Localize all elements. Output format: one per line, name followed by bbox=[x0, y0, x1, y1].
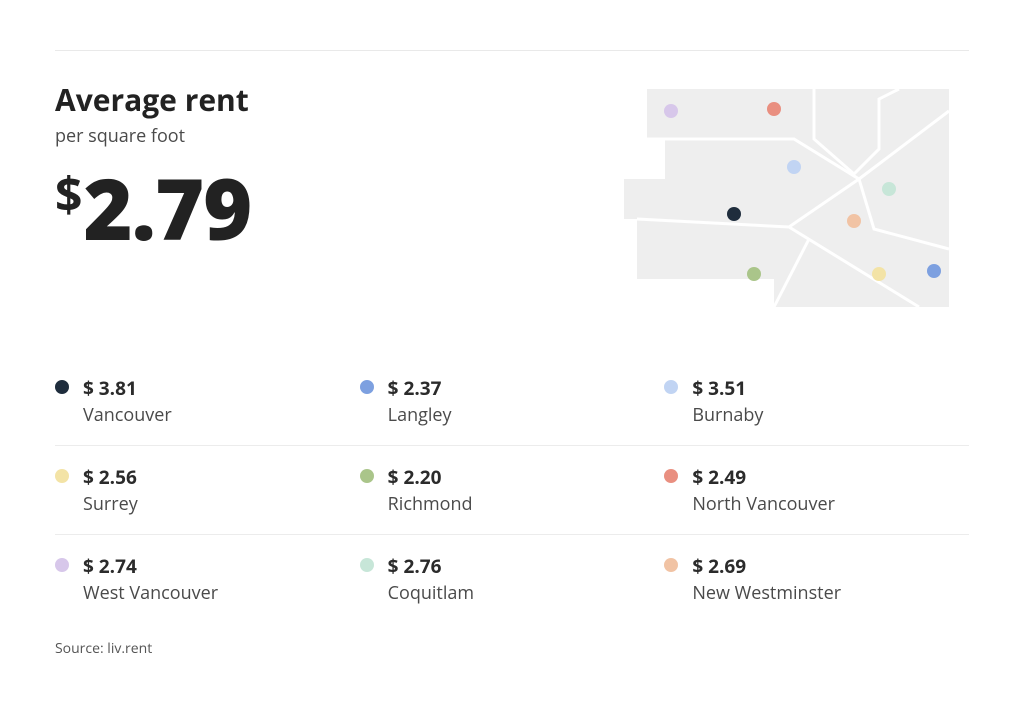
map-dot bbox=[727, 207, 741, 221]
city-price: $ 2.76 bbox=[388, 553, 474, 579]
city-dot-icon bbox=[360, 558, 374, 572]
page-title: Average rent bbox=[55, 79, 619, 120]
city-text: $ 2.69New Westminster bbox=[692, 553, 841, 605]
city-text: $ 2.74West Vancouver bbox=[83, 553, 218, 605]
city-name: Richmond bbox=[388, 492, 473, 516]
source-attribution: Source: liv.rent bbox=[55, 639, 969, 658]
city-price: $ 2.20 bbox=[388, 464, 473, 490]
city-dot-icon bbox=[360, 380, 374, 394]
city-text: $ 3.81Vancouver bbox=[83, 375, 172, 427]
city-row: $ 3.81Vancouver $ 2.37Langley $ 3.51Burnab… bbox=[55, 357, 969, 446]
city-price-grid: $ 3.81Vancouver $ 2.37Langley $ 3.51Burnab… bbox=[55, 357, 969, 623]
city-dot-icon bbox=[664, 558, 678, 572]
city-text: $ 2.20Richmond bbox=[388, 464, 473, 516]
city-price: $ 2.49 bbox=[692, 464, 835, 490]
city-dot-icon bbox=[664, 380, 678, 394]
city-cell: $ 2.56Surrey bbox=[55, 446, 360, 534]
currency-symbol: $ bbox=[55, 162, 81, 227]
city-text: $ 2.37Langley bbox=[388, 375, 452, 427]
city-text: $ 2.56Surrey bbox=[83, 464, 138, 516]
city-text: $ 2.49North Vancouver bbox=[692, 464, 835, 516]
map-dot bbox=[847, 214, 861, 228]
map-dot bbox=[664, 104, 678, 118]
city-cell: $ 2.76Coquitlam bbox=[360, 535, 665, 623]
map-dot bbox=[767, 102, 781, 116]
headline-number: 2.79 bbox=[83, 150, 251, 265]
city-name: North Vancouver bbox=[692, 492, 835, 516]
map-dot bbox=[927, 264, 941, 278]
map-dot bbox=[882, 182, 896, 196]
map-dot bbox=[787, 160, 801, 174]
city-price: $ 3.81 bbox=[83, 375, 172, 401]
city-cell: $ 2.20Richmond bbox=[360, 446, 665, 534]
map-region bbox=[624, 89, 949, 307]
page-subtitle: per square foot bbox=[55, 124, 619, 148]
map-svg bbox=[619, 79, 969, 317]
city-row: $ 2.74West Vancouver $ 2.76Coquitlam $ 2.6… bbox=[55, 535, 969, 623]
city-cell: $ 2.37Langley bbox=[360, 357, 665, 445]
city-name: West Vancouver bbox=[83, 581, 218, 605]
city-price: $ 2.74 bbox=[83, 553, 218, 579]
city-dot-icon bbox=[360, 469, 374, 483]
city-dot-icon bbox=[55, 380, 69, 394]
city-text: $ 2.76Coquitlam bbox=[388, 553, 474, 605]
city-cell: $ 2.74West Vancouver bbox=[55, 535, 360, 623]
city-price: $ 3.51 bbox=[692, 375, 763, 401]
hero-text: Average rent per square foot $2.79 bbox=[55, 79, 619, 250]
city-row: $ 2.56Surrey $ 2.20Richmond $ 2.49North Va… bbox=[55, 446, 969, 535]
city-price: $ 2.37 bbox=[388, 375, 452, 401]
city-name: Langley bbox=[388, 403, 452, 427]
city-name: Coquitlam bbox=[388, 581, 474, 605]
city-text: $ 3.51Burnaby bbox=[692, 375, 763, 427]
city-price: $ 2.69 bbox=[692, 553, 841, 579]
city-cell: $ 2.49North Vancouver bbox=[664, 446, 969, 534]
city-cell: $ 2.69New Westminster bbox=[664, 535, 969, 623]
headline-value: $2.79 bbox=[55, 166, 619, 250]
region-map bbox=[619, 79, 969, 317]
city-cell: $ 3.81Vancouver bbox=[55, 357, 360, 445]
city-price: $ 2.56 bbox=[83, 464, 138, 490]
hero-section: Average rent per square foot $2.79 bbox=[55, 79, 969, 317]
city-name: Surrey bbox=[83, 492, 138, 516]
city-cell: $ 3.51Burnaby bbox=[664, 357, 969, 445]
map-dot bbox=[872, 267, 886, 281]
city-dot-icon bbox=[55, 558, 69, 572]
city-name: Burnaby bbox=[692, 403, 763, 427]
city-name: New Westminster bbox=[692, 581, 841, 605]
city-dot-icon bbox=[664, 469, 678, 483]
map-dot bbox=[747, 267, 761, 281]
top-divider bbox=[55, 50, 969, 51]
city-dot-icon bbox=[55, 469, 69, 483]
city-name: Vancouver bbox=[83, 403, 172, 427]
